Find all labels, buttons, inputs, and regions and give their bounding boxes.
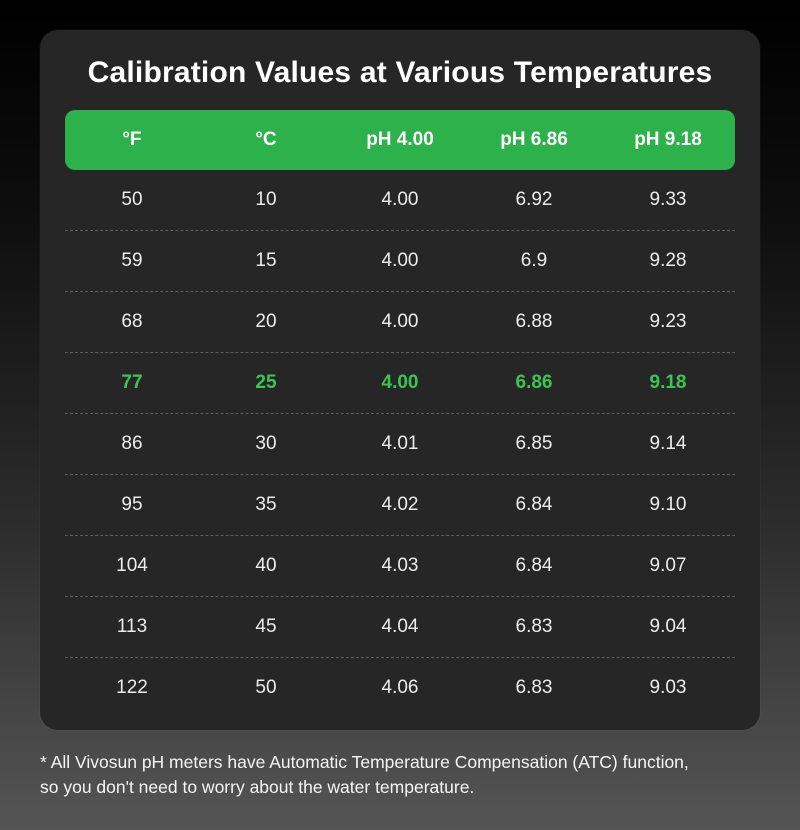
footnote: * All Vivosun pH meters have Automatic T…: [40, 750, 760, 801]
table-row: 86 30 4.01 6.85 9.14: [65, 414, 735, 475]
table-cell: 6.85: [515, 433, 553, 454]
table-cell: 10: [255, 189, 277, 210]
table-cell: 25: [255, 372, 277, 393]
table-cell: 4.04: [381, 616, 419, 637]
table-cell: 9.33: [649, 189, 687, 210]
page-title: Calibration Values at Various Temperatur…: [87, 56, 713, 89]
table-header-row: °F °C pH 4.00 pH 6.86 pH 9.18: [65, 110, 735, 170]
table-row: 68 20 4.00 6.88 9.23: [65, 292, 735, 353]
header-cell-ph4: pH 4.00: [366, 129, 434, 150]
table-cell: 4.01: [381, 433, 419, 454]
table-cell: 6.9: [520, 250, 548, 271]
table-cell: 77: [121, 372, 143, 393]
table-row: 104 40 4.03 6.84 9.07: [65, 536, 735, 597]
table-cell: 4.02: [381, 494, 419, 515]
table-cell: 59: [121, 250, 143, 271]
table-cell: 4.00: [381, 189, 419, 210]
table-cell: 15: [255, 250, 277, 271]
table-cell: 40: [255, 555, 277, 576]
header-cell-celsius: °C: [255, 129, 277, 150]
table-cell: 50: [121, 189, 143, 210]
table-cell: 6.88: [515, 311, 553, 332]
table-cell: 9.03: [649, 677, 687, 698]
table-cell: 45: [255, 616, 277, 637]
table-cell: 6.84: [515, 494, 553, 515]
table-cell: 104: [116, 555, 148, 576]
footnote-line-1: * All Vivosun pH meters have Automatic T…: [40, 752, 689, 772]
table-cell: 50: [255, 677, 277, 698]
table-row: 122 50 4.06 6.83 9.03: [65, 658, 735, 718]
table-cell: 4.00: [381, 311, 419, 332]
table-row: 50 10 4.00 6.92 9.33: [65, 170, 735, 231]
calibration-card: Calibration Values at Various Temperatur…: [40, 30, 760, 730]
header-cell-fahrenheit: °F: [122, 129, 142, 150]
table-cell: 95: [121, 494, 143, 515]
table-row: 95 35 4.02 6.84 9.10: [65, 475, 735, 536]
table-cell: 6.83: [515, 616, 553, 637]
table-row: 113 45 4.04 6.83 9.04: [65, 597, 735, 658]
table-cell: 9.18: [649, 372, 687, 393]
table-cell: 86: [121, 433, 143, 454]
table-cell: 4.03: [381, 555, 419, 576]
table-cell: 6.92: [515, 189, 553, 210]
table-cell: 4.00: [381, 250, 419, 271]
table-cell: 6.86: [515, 372, 553, 393]
table-cell: 9.07: [649, 555, 687, 576]
table-cell: 9.04: [649, 616, 687, 637]
table-cell: 122: [116, 677, 148, 698]
table-cell: 113: [116, 616, 148, 637]
table-cell: 6.84: [515, 555, 553, 576]
header-cell-ph918: pH 9.18: [634, 129, 702, 150]
table-cell: 4.00: [381, 372, 419, 393]
table-row: 59 15 4.00 6.9 9.28: [65, 231, 735, 292]
table-cell: 9.23: [649, 311, 687, 332]
table-cell: 9.10: [649, 494, 687, 515]
table-cell: 35: [255, 494, 277, 515]
table-cell: 9.28: [649, 250, 687, 271]
table-row-highlighted: 77 25 4.00 6.86 9.18: [65, 353, 735, 414]
table-cell: 9.14: [649, 433, 687, 454]
footnote-line-2: so you don't need to worry about the wat…: [40, 777, 475, 798]
table-cell: 20: [255, 311, 277, 332]
header-cell-ph686: pH 6.86: [500, 129, 568, 150]
table-cell: 4.06: [381, 677, 419, 698]
table-cell: 30: [255, 433, 277, 454]
table-cell: 6.83: [515, 677, 553, 698]
table-cell: 68: [121, 311, 143, 332]
